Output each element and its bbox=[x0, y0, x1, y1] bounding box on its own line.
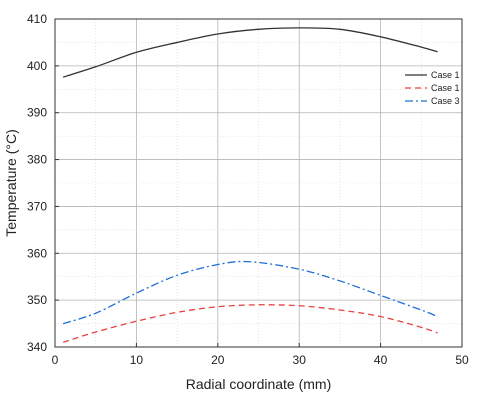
axis-ticks: 0 10 20 30 40 50 340 350 360 370 380 390 400 410 bbox=[27, 12, 469, 367]
series-lines bbox=[62, 27, 438, 343]
x-tick-label: 0 bbox=[52, 353, 59, 367]
legend-label-2: Case 1 bbox=[431, 83, 460, 93]
plot-frame bbox=[54, 18, 463, 348]
legend-label-1: Case 1 bbox=[431, 70, 460, 80]
y-axis-label: Temperature (°C) bbox=[3, 129, 19, 237]
x-tick-label: 20 bbox=[211, 353, 225, 367]
x-tick-label: 30 bbox=[293, 353, 307, 367]
legend-label-3: Case 3 bbox=[431, 96, 460, 106]
x-axis-label: Radial coordinate (mm) bbox=[186, 376, 332, 392]
grid-lines bbox=[55, 19, 462, 347]
x-tick-label: 10 bbox=[130, 353, 144, 367]
series-line-2 bbox=[62, 304, 438, 343]
y-tick-label: 390 bbox=[27, 106, 47, 120]
legend: Case 1 Case 1 Case 3 bbox=[405, 70, 460, 106]
x-tick-label: 50 bbox=[455, 353, 469, 367]
y-tick-label: 360 bbox=[27, 246, 47, 260]
y-tick-label: 340 bbox=[27, 340, 47, 354]
series-line-3 bbox=[62, 260, 438, 325]
y-tick-label: 380 bbox=[27, 153, 47, 167]
y-tick-label: 350 bbox=[27, 293, 47, 307]
x-tick-label: 40 bbox=[374, 353, 388, 367]
series-line-1 bbox=[62, 27, 438, 78]
y-tick-label: 400 bbox=[27, 59, 47, 73]
y-tick-label: 410 bbox=[27, 12, 47, 26]
y-tick-label: 370 bbox=[27, 199, 47, 213]
